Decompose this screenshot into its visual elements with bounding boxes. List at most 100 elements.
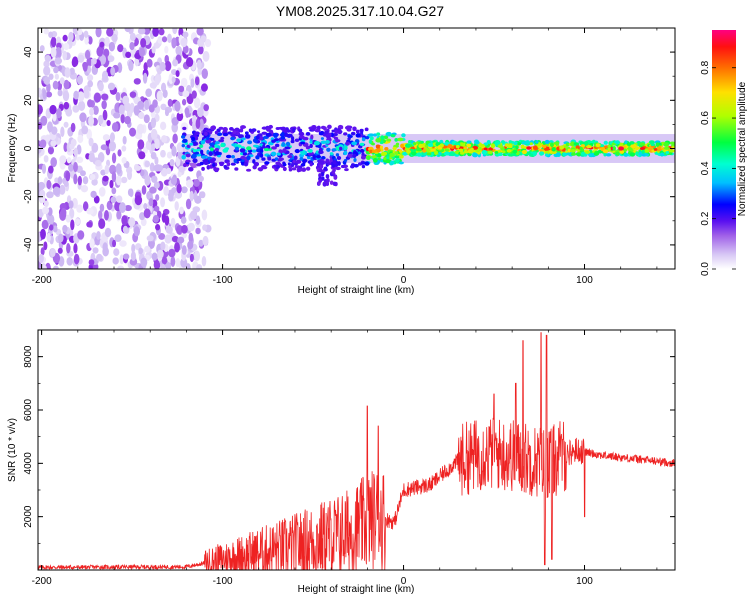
- spectrogram-cell: [149, 162, 155, 172]
- spectrogram-cell: [181, 135, 186, 139]
- spectrogram-cell: [624, 140, 628, 144]
- spectrogram-cell: [208, 151, 213, 157]
- spectrogram-cell: [77, 134, 84, 144]
- spectrogram-cell: [57, 89, 63, 97]
- spectrogram-cell: [148, 197, 154, 207]
- spectrogram-cell: [318, 168, 323, 173]
- spectrogram-cell: [336, 156, 342, 161]
- spectrogram-cell: [164, 109, 170, 117]
- spectrogram-cell: [73, 161, 78, 173]
- figure-title: YM08.2025.317.10.04.G27: [276, 3, 444, 19]
- spectrogram-cell: [154, 205, 160, 212]
- y-tick-label: 4000: [23, 452, 34, 475]
- spectrogram-cell: [104, 164, 110, 175]
- spectrogram-cell: [246, 146, 252, 151]
- spectrogram-cell: [174, 201, 179, 211]
- spectrogram-cell: [318, 173, 322, 178]
- spectrogram-cell: [240, 155, 246, 160]
- spectrogram-cell: [576, 152, 581, 157]
- spectrogram-cell: [195, 151, 200, 155]
- spectrogram-cell: [152, 215, 160, 223]
- spectrogram-cell: [343, 158, 348, 162]
- spectrogram-cell: [369, 136, 374, 141]
- spectrogram-cell: [192, 158, 198, 164]
- y-tick-label: -40: [23, 237, 34, 252]
- spectrogram-cell: [222, 127, 228, 132]
- spectrogram-cell: [143, 62, 148, 72]
- spectrogram-cell: [653, 147, 658, 151]
- spectrogram-cell: [551, 151, 558, 155]
- spectrogram-cell: [635, 151, 639, 156]
- spectrogram-cell: [109, 132, 115, 143]
- spectrogram-cell: [333, 136, 339, 140]
- spectrogram-cell: [422, 149, 427, 153]
- spectrogram-cell: [360, 155, 366, 160]
- spectrogram-cell: [335, 153, 340, 157]
- spectrogram-cell: [185, 107, 190, 119]
- spectrogram-cell: [573, 142, 580, 146]
- spectrogram-cell: [196, 59, 202, 70]
- spectrogram-cell: [180, 186, 188, 194]
- spectrogram-cell: [331, 170, 335, 175]
- spectrogram-cell: [86, 56, 92, 68]
- spectrogram-cell: [386, 131, 392, 137]
- spectrogram-cell: [70, 219, 75, 231]
- spectrogram-cell: [614, 140, 618, 144]
- spectrogram-cell: [329, 180, 334, 185]
- spectrogram-cell: [55, 46, 62, 57]
- spectrogram-cell: [343, 147, 347, 151]
- spectrogram-cell: [86, 221, 93, 228]
- spectrogram-cell: [195, 215, 201, 225]
- spectrogram-cell: [466, 143, 472, 148]
- spectrogram-cell: [264, 147, 269, 152]
- spectrogram-cell: [86, 65, 92, 74]
- spectrogram-cell: [528, 153, 534, 157]
- y-tick-label: 0: [23, 145, 34, 151]
- spectrogram-cell: [232, 130, 237, 134]
- colorbar-label: Normalized spectral amplitude: [737, 81, 748, 216]
- spectrogram-cell: [488, 147, 493, 152]
- spectrogram-y-ticks: -40 -20 0 20 40: [23, 27, 675, 270]
- spectrogram-cell: [323, 166, 328, 171]
- spectrogram-cell: [200, 35, 207, 42]
- spectrogram-cell: [170, 176, 177, 185]
- spectrogram-cell: [199, 144, 204, 149]
- spectrogram-cell: [93, 92, 102, 103]
- spectrogram-cell: [96, 253, 103, 262]
- spectrogram-cell: [298, 128, 303, 133]
- spectrogram-cell: [76, 204, 83, 213]
- spectrogram-cell: [92, 247, 99, 254]
- spectrogram-cell: [253, 162, 260, 167]
- spectrogram-cell: [179, 206, 184, 215]
- spectrogram-cell: [559, 145, 565, 150]
- spectrogram-cell: [165, 261, 172, 269]
- spectrogram-cell: [305, 131, 311, 136]
- spectrogram-cell: [447, 143, 453, 149]
- spectrogram-cell: [133, 105, 140, 116]
- spectrogram-cell: [463, 146, 468, 150]
- spectrogram-cell: [119, 240, 127, 247]
- spectrogram-cell: [245, 168, 252, 172]
- spectrogram-cell: [261, 157, 266, 161]
- spectrogram-cell: [174, 100, 181, 112]
- spectrogram-cell: [73, 173, 78, 185]
- spectrogram-cell: [122, 225, 129, 234]
- spectrogram-cell: [185, 56, 194, 68]
- spectrogram-cell: [508, 140, 513, 144]
- spectrogram-cell: [143, 203, 148, 210]
- spectrogram-cell: [201, 256, 207, 267]
- spectrogram-cell: [100, 169, 106, 176]
- spectrogram-cell: [398, 161, 404, 165]
- spectrogram-cell: [97, 152, 105, 163]
- spectrogram-cell: [193, 97, 201, 109]
- spectrogram-cell: [283, 132, 289, 138]
- spectrogram-cell: [663, 146, 670, 150]
- spectrogram-cell: [226, 161, 231, 167]
- spectrogram-cell: [212, 162, 216, 167]
- spectrogram-cell: [619, 149, 625, 154]
- spectrogram-cell: [69, 67, 75, 75]
- spectrogram-cell: [99, 203, 105, 212]
- spectrogram-cell: [77, 175, 82, 186]
- spectrogram-cell: [102, 242, 108, 252]
- spectrogram-cell: [178, 28, 184, 38]
